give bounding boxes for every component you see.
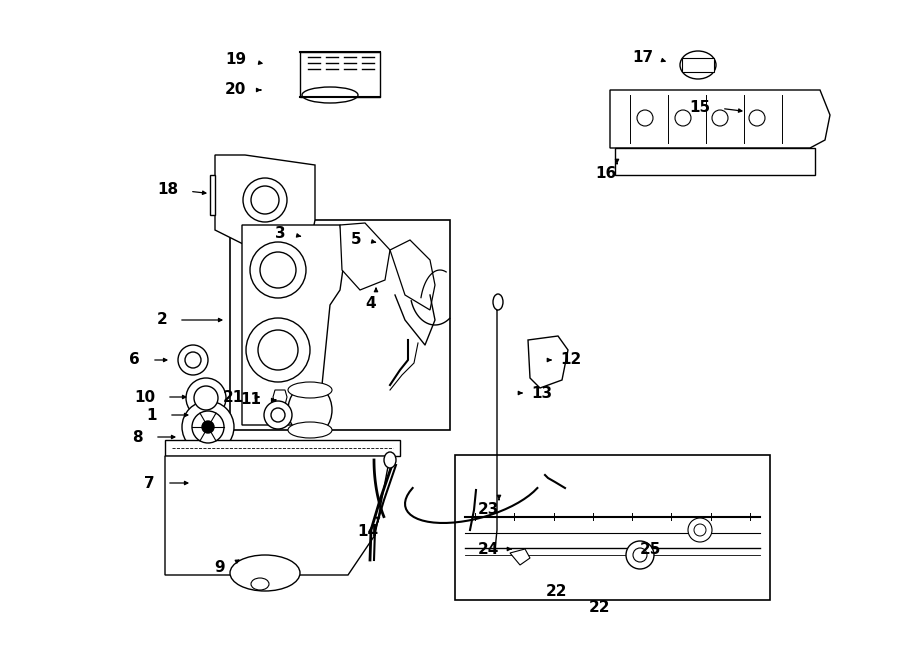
Ellipse shape [749, 110, 765, 126]
Ellipse shape [186, 378, 226, 418]
Text: 24: 24 [478, 541, 499, 557]
Text: 22: 22 [590, 600, 611, 615]
Bar [682, 58, 714, 72]
Ellipse shape [251, 578, 269, 590]
Ellipse shape [264, 401, 292, 429]
Polygon shape [210, 175, 215, 215]
Text: 25: 25 [640, 541, 662, 557]
Text: 18: 18 [157, 182, 178, 198]
Polygon shape [610, 90, 830, 148]
Text: 17: 17 [632, 50, 653, 65]
Text: 1: 1 [147, 407, 157, 422]
Text: 10: 10 [134, 389, 155, 405]
Ellipse shape [712, 110, 728, 126]
Bar [300, 52, 380, 97]
Ellipse shape [246, 318, 310, 382]
Text: 20: 20 [225, 83, 246, 98]
Ellipse shape [260, 252, 296, 288]
Ellipse shape [288, 422, 332, 438]
Polygon shape [390, 240, 435, 310]
Ellipse shape [288, 384, 332, 436]
Bar [165, 440, 400, 456]
Bar [455, 455, 770, 600]
Ellipse shape [251, 186, 279, 214]
Polygon shape [528, 336, 568, 388]
Text: 6: 6 [130, 352, 140, 368]
Text: 22: 22 [545, 584, 567, 600]
Polygon shape [165, 456, 390, 575]
Ellipse shape [633, 548, 647, 562]
Polygon shape [615, 148, 815, 175]
Ellipse shape [675, 110, 691, 126]
Polygon shape [510, 549, 530, 565]
Text: 13: 13 [531, 385, 552, 401]
Ellipse shape [194, 386, 218, 410]
Ellipse shape [302, 87, 358, 103]
Ellipse shape [271, 408, 285, 422]
Ellipse shape [192, 411, 224, 443]
Text: 21: 21 [223, 389, 244, 405]
Text: 19: 19 [225, 52, 246, 67]
Polygon shape [215, 155, 315, 245]
Ellipse shape [258, 330, 298, 370]
Ellipse shape [637, 110, 653, 126]
Text: 23: 23 [478, 502, 499, 516]
Ellipse shape [493, 294, 503, 310]
Polygon shape [340, 223, 390, 290]
Ellipse shape [230, 555, 300, 591]
Polygon shape [242, 225, 345, 425]
Ellipse shape [185, 352, 201, 368]
Ellipse shape [202, 421, 214, 433]
Text: 3: 3 [275, 225, 286, 241]
Ellipse shape [694, 524, 706, 536]
Bar [230, 220, 450, 430]
Text: 9: 9 [214, 561, 225, 576]
Polygon shape [273, 390, 287, 405]
Ellipse shape [384, 452, 396, 468]
Text: 8: 8 [132, 430, 143, 444]
Text: 14: 14 [357, 524, 378, 539]
Text: 4: 4 [365, 297, 376, 311]
Ellipse shape [680, 51, 716, 79]
Ellipse shape [688, 518, 712, 542]
Text: 16: 16 [596, 165, 617, 180]
Text: 5: 5 [350, 231, 361, 247]
Ellipse shape [243, 178, 287, 222]
Ellipse shape [288, 382, 332, 398]
Ellipse shape [182, 401, 234, 453]
Text: 15: 15 [688, 100, 710, 114]
Text: 12: 12 [560, 352, 581, 368]
Ellipse shape [178, 345, 208, 375]
Ellipse shape [626, 541, 654, 569]
Ellipse shape [250, 242, 306, 298]
Text: 11: 11 [240, 393, 261, 407]
Text: 2: 2 [157, 313, 167, 327]
Text: 7: 7 [144, 475, 155, 490]
